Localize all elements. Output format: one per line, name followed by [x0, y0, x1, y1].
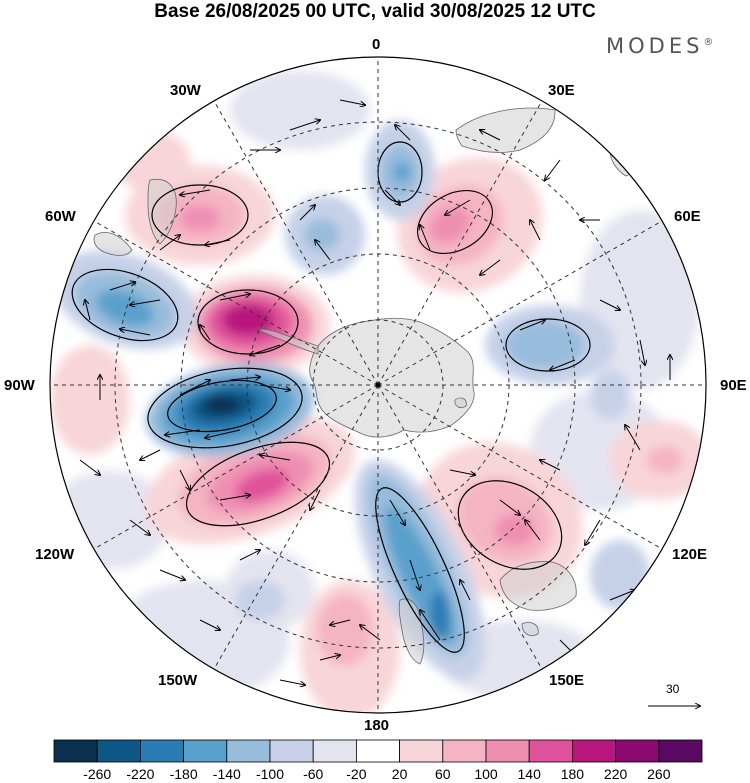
map-boundary	[49, 56, 707, 714]
kerguelen	[454, 397, 467, 408]
colorbar-tick-label: -100	[255, 766, 285, 782]
graticule	[50, 57, 706, 713]
colorbar-tick-label: 220	[603, 766, 628, 782]
colorbar-swatch	[312, 739, 357, 763]
colorbar-swatch	[399, 739, 444, 763]
colorbar-swatch	[139, 739, 184, 763]
lon-label-90w: 90W	[4, 377, 35, 394]
colorbar-tick-label: -140	[212, 766, 241, 782]
colorbar-swatch	[442, 739, 487, 763]
lon-label-150w: 150W	[158, 672, 198, 689]
colorbar-swatch	[485, 739, 530, 763]
lon-label-180: 180	[364, 717, 390, 734]
colorbar	[53, 739, 703, 763]
colorbar-tick-label: 100	[474, 766, 498, 782]
anomaly-high-40w	[125, 165, 275, 265]
lon-label-120e: 120E	[672, 546, 708, 563]
antarctica	[309, 317, 475, 438]
lon-label-30w: 30W	[170, 82, 201, 99]
anomaly-low-155w	[225, 550, 315, 630]
colorbar-tick-label: 60	[435, 766, 451, 782]
south-america-coast	[93, 232, 133, 256]
brand-logo: MODES®	[606, 34, 713, 58]
lon-label-60w: 60W	[45, 208, 76, 225]
lon-label-60e: 60E	[674, 208, 701, 225]
reference-vector-label: 30	[666, 682, 680, 696]
anomaly-low-5e	[365, 120, 435, 220]
map-disk	[50, 57, 706, 713]
south-pole-marker	[375, 382, 381, 388]
colorbar-tick-label: -60	[303, 766, 324, 782]
colorbar-tick-label: -20	[346, 766, 367, 782]
anomaly-high-100w	[50, 345, 130, 455]
lon-label-120w: 120W	[35, 546, 75, 563]
landmass	[93, 107, 651, 665]
brand-name: MODES	[606, 34, 704, 58]
colorbar-tick-label: -180	[169, 766, 198, 782]
colorbar-tick-label: 180	[560, 766, 585, 782]
lon-label-90e: 90E	[720, 377, 747, 394]
wind-vectors	[79, 99, 670, 685]
colorbar-tick-label: 140	[517, 766, 541, 782]
australia	[499, 561, 577, 611]
anomaly-low-170e	[354, 459, 486, 681]
anomaly-low-60w	[52, 250, 198, 350]
map-title: Base 26/08/2025 00 UTC, valid 30/08/2025…	[154, 1, 596, 22]
anomaly-low-80e	[485, 305, 630, 420]
lon-label-30e: 30E	[548, 82, 575, 99]
colorbar-swatch	[53, 739, 98, 763]
colorbar-swatch	[572, 739, 617, 763]
colorbar-swatch	[355, 739, 400, 763]
anomaly-field	[50, 70, 706, 713]
colorbar-swatch	[183, 739, 228, 763]
colorbar-swatch	[226, 739, 271, 763]
colorbar-swatch	[269, 739, 314, 763]
colorbar-swatch	[658, 739, 703, 763]
lon-label-0: 0	[372, 36, 381, 53]
lon-label-150e: 150E	[549, 672, 585, 689]
colorbar-tick-label: 260	[647, 766, 671, 782]
colorbar-tick-label: -220	[126, 766, 155, 782]
colorbar-tick-label: 20	[391, 766, 408, 782]
new-zealand	[398, 598, 425, 665]
anomaly-low-10w	[285, 195, 365, 275]
colorbar-tick-label: -260	[83, 766, 112, 782]
colorbar-swatch	[528, 739, 573, 763]
anomaly-high-170w	[300, 580, 400, 713]
colorbar-swatch	[96, 739, 141, 763]
tasmania	[521, 622, 539, 636]
brand-mark: ®	[703, 37, 714, 48]
south-america-tip	[147, 178, 177, 245]
colorbar-swatch	[615, 739, 660, 763]
africa-tip	[455, 107, 556, 153]
